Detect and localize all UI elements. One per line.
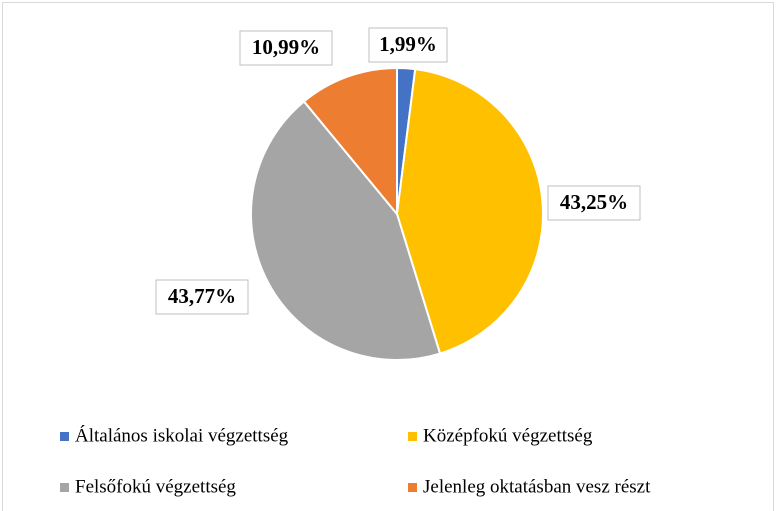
- legend-marker: [60, 483, 69, 492]
- data-label: 10,99%: [252, 35, 320, 59]
- data-label: 1,99%: [379, 32, 437, 56]
- pie-slice: [302, 66, 398, 217]
- pie-slice: [250, 100, 442, 361]
- legend-marker: [60, 432, 69, 441]
- legend-label: Jelenleg oktatásban vesz részt: [423, 476, 651, 497]
- data-label-box: [155, 279, 249, 315]
- pie-slice: [395, 68, 544, 355]
- legend-label: Általános iskolai végzettség: [75, 424, 289, 446]
- data-label: 43,77%: [168, 284, 236, 308]
- legend-label: Középfokú végzettség: [423, 425, 593, 446]
- data-label-box: [368, 27, 448, 63]
- legend-label: Felsőfokú végzettség: [75, 476, 236, 497]
- legend-marker: [408, 483, 417, 492]
- data-label: 43,25%: [560, 190, 628, 214]
- legend-marker: [408, 432, 417, 441]
- data-label-box: [547, 185, 641, 221]
- data-label-box: [239, 30, 333, 66]
